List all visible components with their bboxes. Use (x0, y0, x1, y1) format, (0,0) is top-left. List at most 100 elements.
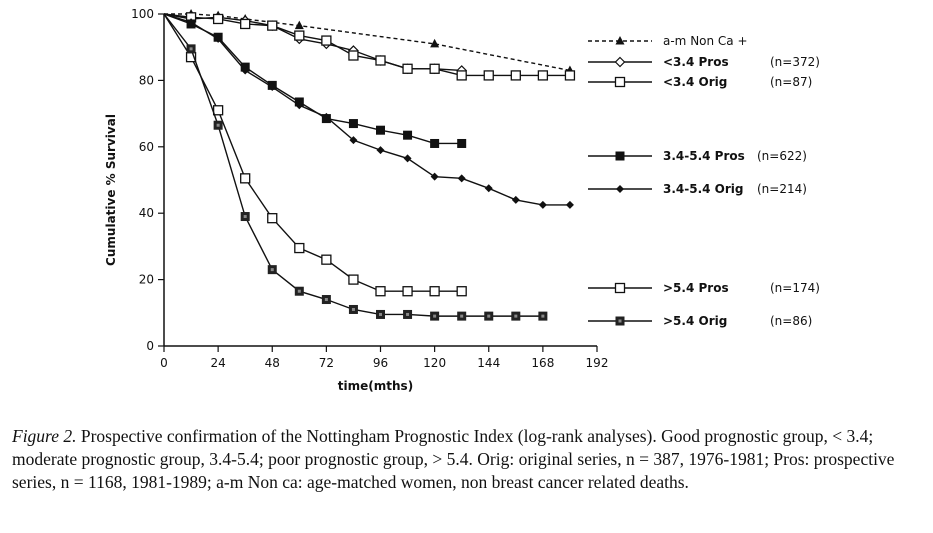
x-tick-label: 48 (265, 356, 280, 370)
legend-label: a-m Non Ca + (663, 34, 748, 48)
legend-marker (616, 185, 624, 193)
legend-entry: 3.4-5.4 Orig (n=214) (588, 182, 807, 196)
legend-marker (614, 56, 626, 68)
data-point (537, 70, 549, 81)
legend-label: >5.4 Pros (663, 281, 729, 295)
figure-caption: Figure 2. Prospective confirmation of th… (12, 425, 922, 494)
data-point (457, 311, 467, 321)
data-point (186, 44, 196, 54)
x-tick-label: 24 (210, 356, 225, 370)
data-point (214, 34, 223, 43)
data-point (376, 146, 385, 155)
data-point (430, 311, 440, 321)
legend-marker (614, 282, 626, 294)
data-point (212, 105, 224, 116)
x-tick-label: 120 (423, 356, 446, 370)
data-point (483, 70, 494, 81)
legend-n-label: (n=622) (757, 149, 807, 163)
x-tick-label: 0 (160, 356, 168, 370)
legend-marker (615, 316, 625, 326)
legend-entry: <3.4 Orig (n=87) (588, 75, 812, 89)
data-point (294, 242, 305, 254)
legend-entry: 3.4-5.4 Pros (n=622) (588, 149, 807, 163)
data-point (511, 311, 521, 321)
data-point (564, 70, 576, 81)
caption-figure-number: Figure 2. (12, 426, 77, 446)
data-point (403, 154, 412, 163)
data-point (348, 304, 358, 314)
y-tick-label: 40 (139, 206, 154, 220)
x-tick-label: 168 (531, 356, 554, 370)
x-axis-label: time(mths) (338, 379, 413, 393)
legend-n-label: (n=174) (770, 281, 820, 295)
legend-entry: >5.4 Orig (n=86) (588, 314, 812, 328)
data-point (375, 55, 386, 66)
x-tick-label: 192 (586, 356, 609, 370)
x-tick-label: 72 (319, 356, 334, 370)
series-line (164, 13, 571, 72)
y-tick-label: 0 (146, 339, 154, 353)
legend-label: 3.4-5.4 Orig (663, 182, 744, 196)
data-point (538, 311, 548, 321)
data-point (510, 70, 521, 81)
y-tick-label: 100 (131, 7, 154, 21)
legend-marker (614, 76, 626, 88)
data-point (402, 286, 413, 297)
y-axis-label: Cumulative % Survival (104, 114, 118, 266)
series-5 (163, 13, 467, 297)
chart-axes: 0 20 40 60 80 100 0 24 48 72 96 120 144 168 192 (131, 7, 608, 370)
legend-label: 3.4-5.4 Pros (663, 149, 745, 163)
data-point (403, 309, 413, 319)
data-point (456, 70, 467, 81)
data-point (240, 212, 250, 222)
legend-n-label: (n=86) (770, 314, 812, 328)
series-2 (163, 12, 576, 81)
data-point (212, 13, 224, 25)
data-point (402, 63, 413, 74)
data-point (187, 18, 196, 27)
data-point (240, 173, 251, 184)
y-tick-label: 80 (139, 73, 154, 87)
legend-label: <3.4 Pros (663, 55, 729, 69)
legend-label: <3.4 Orig (663, 75, 727, 89)
data-point (484, 311, 494, 321)
data-point (511, 195, 520, 204)
data-point (456, 286, 467, 297)
data-point (268, 83, 277, 92)
legend-marker (615, 36, 625, 45)
series-1 (163, 11, 468, 76)
series-4 (163, 13, 574, 209)
legend-marker (615, 151, 625, 161)
legend-label: >5.4 Orig (663, 314, 727, 328)
data-point (430, 138, 440, 148)
x-tick-label: 96 (373, 356, 388, 370)
data-point (457, 174, 466, 183)
series-6 (163, 13, 548, 321)
legend-entry: a-m Non Ca + (588, 34, 748, 48)
chart-series (163, 9, 576, 321)
data-point (429, 63, 440, 74)
data-point (321, 35, 332, 46)
data-point (348, 274, 359, 285)
series-line (163, 13, 462, 292)
legend-entry: >5.4 Pros (n=174) (588, 281, 820, 295)
legend-entry: <3.4 Pros (n=372) (588, 55, 820, 69)
data-point (348, 119, 358, 129)
data-point (349, 136, 358, 145)
legend-n-label: (n=214) (757, 182, 807, 196)
data-point (321, 254, 332, 265)
series-line (163, 13, 570, 77)
y-tick-label: 20 (139, 273, 154, 287)
data-point (429, 286, 440, 297)
series-line (163, 13, 570, 206)
data-point (241, 66, 250, 75)
data-point (322, 112, 331, 121)
data-point (484, 184, 493, 193)
data-point (538, 200, 547, 209)
data-point (430, 38, 440, 48)
data-point (294, 20, 304, 30)
survival-chart-figure: 0 20 40 60 80 100 0 24 48 72 96 120 144 168 192 a-m No… (104, 7, 820, 393)
data-point (565, 200, 574, 209)
survival-chart: 0 20 40 60 80 100 0 24 48 72 96 120 144 168 192 a-m No… (104, 7, 820, 393)
data-point (267, 265, 277, 275)
